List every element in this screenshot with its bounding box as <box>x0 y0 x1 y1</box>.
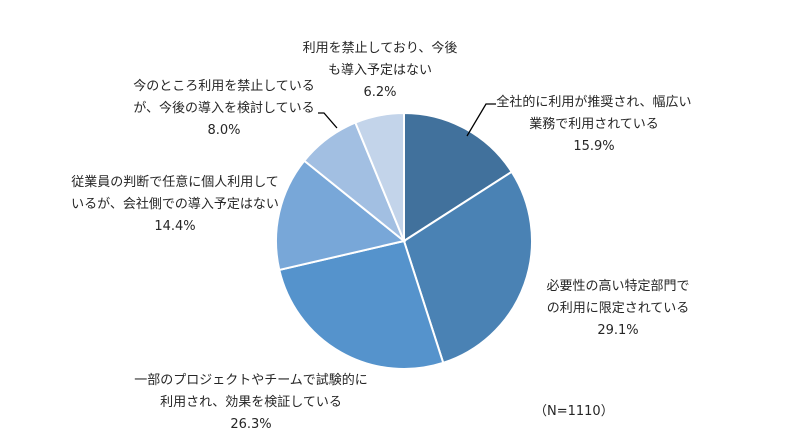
pie-slice-2 <box>402 170 533 365</box>
leader-lines <box>318 103 496 137</box>
pie-slice-6 <box>354 111 405 242</box>
pie-slice-1 <box>403 111 514 243</box>
sample-size-note: （N=1110） <box>534 404 614 419</box>
slice-label-3: 一部のプロジェクトやチームで試験的に 利用され、効果を検証している 26.3% <box>134 373 368 432</box>
slice-label-1: 全社的に利用が推奨され、幅広い 業務で利用されている 15.9% <box>496 95 692 154</box>
slice-label-4: 従業員の判断で任意に個人利用して いるが、会社側での導入予定はない 14.4% <box>71 175 279 234</box>
slice-label-5: 今のところ利用を禁止している が、今後の導入を検討している 8.0% <box>133 79 315 138</box>
pie-slices <box>275 111 533 370</box>
pie-slice-4 <box>275 159 407 272</box>
leader-line-slice-1 <box>466 103 496 137</box>
pie-slice-3 <box>278 239 445 370</box>
leader-line-slice-5 <box>318 112 338 129</box>
slice-label-6: 利用を禁止しており、今後 も導入予定はない 6.2% <box>302 41 458 100</box>
slice-label-2: 必要性の高い特定部門で の利用に限定されている 29.1% <box>546 279 690 338</box>
